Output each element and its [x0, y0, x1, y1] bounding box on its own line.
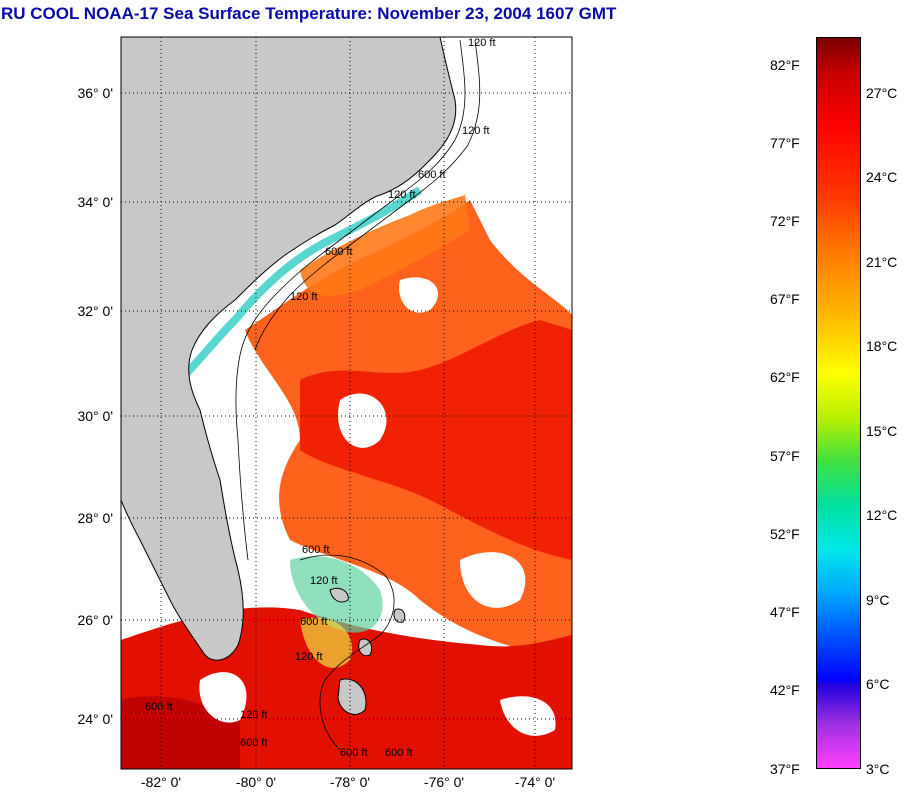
- lat-tick-label: 30° 0': [77, 408, 113, 424]
- sst-warm-patch-north: [300, 195, 470, 296]
- map-frame: [120, 36, 573, 770]
- depth-label: 120 ft: [462, 125, 490, 137]
- lat-tick-label: 24° 0': [77, 711, 113, 727]
- lon-tick-label: -76° 0': [424, 774, 464, 790]
- map-title: RU COOL NOAA-17 Sea Surface Temperature:…: [1, 4, 617, 23]
- colorbar-c-label: 12°C: [866, 507, 898, 523]
- land-bahamas: [329, 587, 406, 657]
- lat-tick-label: 26° 0': [77, 612, 113, 628]
- cloud-patch: [199, 672, 247, 723]
- colorbar-c-label: 3°C: [866, 761, 890, 777]
- depth-label: 600 ft: [240, 737, 268, 749]
- lat-tick-label: 32° 0': [77, 303, 113, 319]
- depth-label: 600 ft: [418, 169, 446, 181]
- colorbar-f-label: 62°F: [770, 369, 800, 385]
- depth-label: 120 ft: [468, 37, 496, 49]
- colorbar-c-label: 21°C: [866, 254, 898, 270]
- cloud-patch: [500, 696, 556, 736]
- depth-label: 120 ft: [240, 709, 268, 721]
- cloud-patch: [338, 393, 387, 448]
- depth-label: 120 ft: [295, 651, 323, 663]
- sst-cool-coastal-band: [177, 186, 423, 383]
- lon-tick-label: -78° 0': [330, 774, 370, 790]
- colorbar-f-label: 52°F: [770, 526, 800, 542]
- lat-tick-label: 34° 0': [77, 194, 113, 210]
- colorbar-c-label: 18°C: [866, 338, 898, 354]
- lon-tick-label: -82° 0': [141, 774, 181, 790]
- depth-label: 600 ft: [145, 701, 173, 713]
- depth-label: 600 ft: [300, 616, 328, 628]
- depth-label: 600 ft: [302, 544, 330, 556]
- colorbar-f-label: 47°F: [770, 604, 800, 620]
- colorbar-c-label: 9°C: [866, 592, 890, 608]
- land-us: [121, 37, 457, 661]
- depth-contour-line: [299, 554, 395, 751]
- lat-tick-label: 28° 0': [77, 510, 113, 526]
- temperature-colorbar: [816, 37, 861, 769]
- lat-tick-label: 36° 0': [77, 85, 113, 101]
- colorbar-f-label: 82°F: [770, 57, 800, 73]
- depth-contour-line: [235, 39, 466, 561]
- depth-label: 600 ft: [340, 747, 368, 759]
- depth-label: 120 ft: [388, 189, 416, 201]
- colorbar-c-label: 24°C: [866, 169, 898, 185]
- lon-tick-label: -74° 0': [515, 774, 555, 790]
- depth-label: 600 ft: [325, 246, 353, 258]
- land-islands: [337, 678, 367, 715]
- colorbar-f-label: 57°F: [770, 448, 800, 464]
- depth-label: 120 ft: [290, 291, 318, 303]
- colorbar-f-label: 37°F: [770, 761, 800, 777]
- depth-label: 120 ft: [310, 575, 338, 587]
- sst-hot-core: [300, 320, 572, 560]
- sst-yellow-bahamas: [300, 617, 352, 668]
- depth-label: 600 ft: [385, 747, 413, 759]
- cloud-patch: [399, 277, 439, 313]
- colorbar-c-label: 6°C: [866, 676, 890, 692]
- cloud-patch: [460, 552, 526, 608]
- colorbar-f-label: 42°F: [770, 682, 800, 698]
- colorbar-c-label: 15°C: [866, 423, 898, 439]
- colorbar-f-label: 67°F: [770, 291, 800, 307]
- depth-contour-line: [254, 39, 481, 351]
- colorbar-c-label: 27°C: [866, 85, 898, 101]
- colorbar-f-label: 72°F: [770, 213, 800, 229]
- lon-tick-label: -80° 0': [236, 774, 276, 790]
- colorbar-f-label: 77°F: [770, 135, 800, 151]
